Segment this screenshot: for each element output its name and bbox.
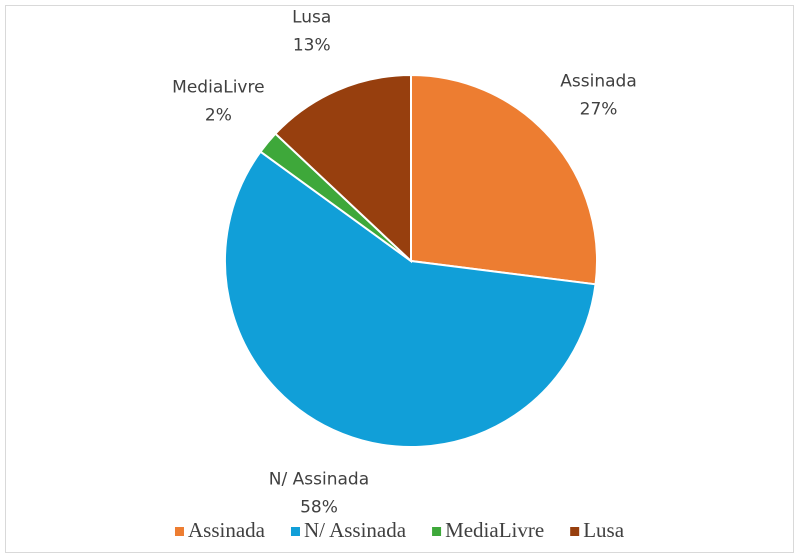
legend-swatch	[290, 527, 300, 536]
legend-label: N/ Assinada	[304, 518, 407, 542]
data-label-name: Assinada	[560, 72, 636, 92]
data-label-name: Lusa	[292, 8, 331, 28]
data-label-name: MediaLivre	[172, 78, 264, 98]
pie-slice	[410, 73, 598, 286]
data-label-value: 27%	[580, 100, 618, 120]
data-label-value: 58%	[300, 497, 338, 517]
data-label-value: 13%	[293, 36, 331, 56]
legend-label: MediaLivre	[445, 518, 544, 542]
legend-swatch	[432, 527, 442, 536]
legend-label: Lusa	[583, 518, 625, 542]
legend-swatch	[570, 527, 580, 536]
data-label-value: 2%	[205, 106, 232, 126]
pie-slice	[224, 150, 597, 448]
pie-slice	[273, 73, 412, 264]
legend-label: Assinada	[188, 518, 266, 542]
data-label-name: N/ Assinada	[269, 469, 369, 489]
legend-swatch	[174, 527, 184, 536]
